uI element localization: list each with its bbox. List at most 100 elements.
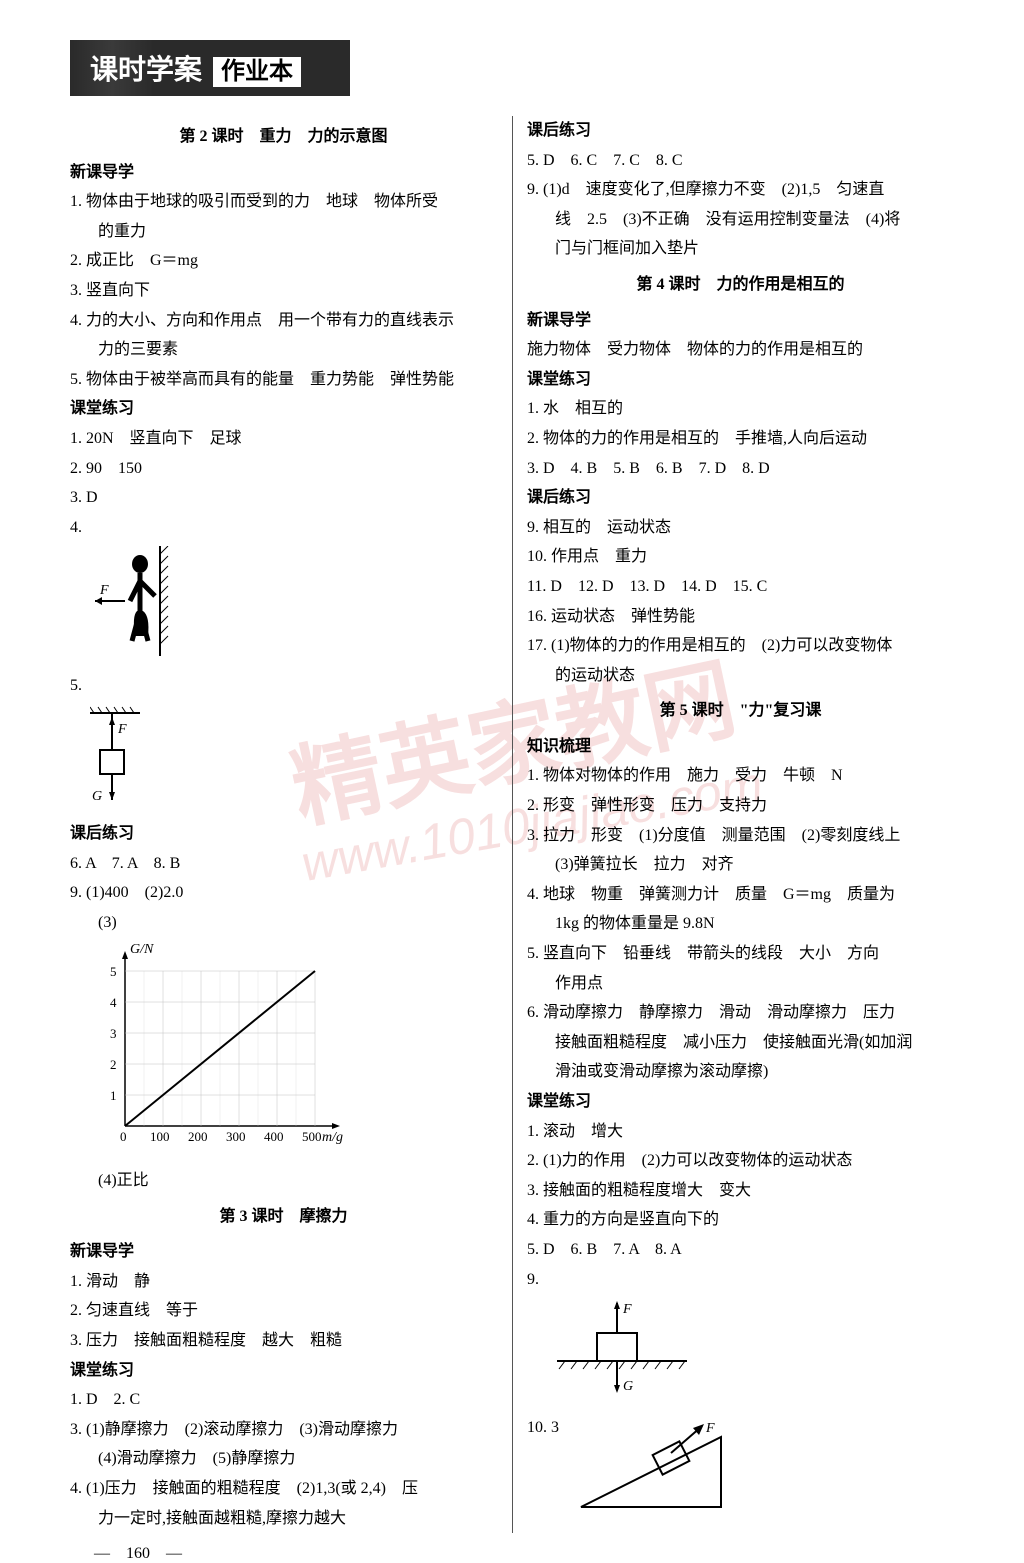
yt5: 5 (110, 964, 117, 979)
xt3: 300 (226, 1129, 246, 1144)
p4: 4. 重力的方向是竖直向下的 (527, 1205, 954, 1235)
lesson3-title: 第 3 课时 摩擦力 (70, 1202, 497, 1232)
sec-after: 课后练习 (70, 819, 497, 849)
k3b: (3)弹簧拉长 拉力 对齐 (527, 850, 954, 880)
sec-after4: 课后练习 (527, 483, 954, 513)
header-band: 课时学案 作业本 (70, 40, 350, 96)
lesson2-title: 第 2 课时 重力 力的示意图 (70, 122, 497, 152)
c5: 5. (70, 671, 497, 701)
sec-new3: 新课导学 (70, 1237, 497, 1267)
k5: 5. 竖直向下 铅垂线 带箭头的线段 大小 方向 (527, 939, 954, 969)
l4b: 力的三要素 (70, 335, 497, 365)
header-main: 课时学案 (90, 55, 202, 86)
c41: 1. 水 相互的 (527, 394, 954, 424)
r2c: 门与门框间加入垫片 (527, 234, 954, 264)
a42: 10. 作用点 重力 (527, 542, 954, 572)
sec-class5: 课堂练习 (527, 1087, 954, 1117)
lesson5-title: 第 5 课时 "力"复习课 (527, 696, 954, 726)
xt5: 500 (302, 1129, 322, 1144)
k4: 4. 地球 物重 弹簧测力计 质量 G＝mg 质量为 (527, 880, 954, 910)
k2: 2. 形变 弹性形变 压力 支持力 (527, 791, 954, 821)
sec-class4: 课堂练习 (527, 365, 954, 395)
k5b: 作用点 (527, 969, 954, 999)
p5: 5. D 6. B 7. A 8. A (527, 1235, 954, 1265)
c1: 1. 20N 竖直向下 足球 (70, 424, 497, 454)
a3: (3) (70, 908, 497, 938)
k3: 3. 拉力 形变 (1)分度值 测量范围 (2)零刻度线上 (527, 821, 954, 851)
column-divider (512, 116, 513, 1533)
r2: 9. (1)d 速度变化了,但摩擦力不变 (2)1,5 匀速直 (527, 175, 954, 205)
a45b: 的运动状态 (527, 661, 954, 691)
cc2b: (4)滑动摩擦力 (5)静摩擦力 (70, 1444, 497, 1474)
header-suffix: 作业本 (213, 57, 301, 87)
page-number: — 160 — (70, 1539, 954, 1563)
k6b: 接触面粗糙程度 减小压力 使接触面光滑(如加润 (527, 1028, 954, 1058)
r1: 5. D 6. C 7. C 8. C (527, 146, 954, 176)
cc3b: 力一定时,接触面越粗糙,摩擦力越大 (70, 1504, 497, 1534)
n3: 3. 压力 接触面粗糙程度 越大 粗糙 (70, 1326, 497, 1356)
p3: 3. 接触面的粗糙程度增大 变大 (527, 1176, 954, 1206)
a1: 6. A 7. A 8. B (70, 849, 497, 879)
figure-person-wall: F (90, 546, 170, 656)
fig5-F: F (117, 722, 127, 737)
figure-block-ground: F G (547, 1298, 697, 1398)
svg-text:F: F (99, 583, 109, 598)
graph-ylabel: G/N (130, 942, 154, 957)
xt1: 100 (150, 1129, 170, 1144)
content-columns: 第 2 课时 重力 力的示意图 新课导学 1. 物体由于地球的吸引而受到的力 地… (70, 116, 954, 1533)
sec-know: 知识梳理 (527, 732, 954, 762)
fig9-G: G (623, 1379, 633, 1394)
a4: (4)正比 (70, 1166, 497, 1196)
p10: 10. 3 (527, 1413, 559, 1443)
fig10-F: F (705, 1421, 715, 1436)
sec-class: 课堂练习 (70, 394, 497, 424)
xt0: 0 (120, 1129, 127, 1144)
yt4: 4 (110, 995, 117, 1010)
yt3: 3 (110, 1026, 117, 1041)
l1: 1. 物体由于地球的吸引而受到的力 地球 物体所受 (70, 187, 497, 217)
right-column: 课后练习 5. D 6. C 7. C 8. C 9. (1)d 速度变化了,但… (527, 116, 954, 1533)
figure-incline: F (571, 1417, 741, 1517)
a41: 9. 相互的 运动状态 (527, 513, 954, 543)
k1: 1. 物体对物体的作用 施力 受力 牛顿 N (527, 761, 954, 791)
figure-graph: G/N 5 4 3 2 1 0 (90, 941, 350, 1151)
c3: 3. D (70, 483, 497, 513)
a44: 16. 运动状态 弹性势能 (527, 602, 954, 632)
cc2: 3. (1)静摩擦力 (2)滚动摩擦力 (3)滑动摩擦力 (70, 1415, 497, 1445)
l1b: 的重力 (70, 217, 497, 247)
n4: 施力物体 受力物体 物体的力的作用是相互的 (527, 335, 954, 365)
k4b: 1kg 的物体重量是 9.8N (527, 909, 954, 939)
n1: 1. 滑动 静 (70, 1267, 497, 1297)
p9: 9. (527, 1265, 954, 1295)
k6: 6. 滑动摩擦力 静摩擦力 滑动 滑动摩擦力 压力 (527, 998, 954, 1028)
cc3: 4. (1)压力 接触面的粗糙程度 (2)1,3(或 2,4) 压 (70, 1474, 497, 1504)
l3: 3. 竖直向下 (70, 276, 497, 306)
l2: 2. 成正比 G＝mg (70, 246, 497, 276)
sec-after-r: 课后练习 (527, 116, 954, 146)
p1: 1. 滚动 增大 (527, 1117, 954, 1147)
c42: 2. 物体的力的作用是相互的 手推墙,人向后运动 (527, 424, 954, 454)
p2: 2. (1)力的作用 (2)力可以改变物体的运动状态 (527, 1146, 954, 1176)
a43: 11. D 12. D 13. D 14. D 15. C (527, 572, 954, 602)
sec-class3: 课堂练习 (70, 1356, 497, 1386)
l5: 5. 物体由于被举高而具有的能量 重力势能 弹性势能 (70, 365, 497, 395)
k6c: 滑油或变滑动摩擦为滚动摩擦) (527, 1057, 954, 1087)
xt4: 400 (264, 1129, 284, 1144)
l4: 4. 力的大小、方向和作用点 用一个带有力的直线表示 (70, 306, 497, 336)
fig9-F: F (622, 1302, 632, 1317)
r2b: 线 2.5 (3)不正确 没有运用控制变量法 (4)将 (527, 205, 954, 235)
left-column: 第 2 课时 重力 力的示意图 新课导学 1. 物体由于地球的吸引而受到的力 地… (70, 116, 497, 1533)
yt1: 1 (110, 1088, 117, 1103)
graph-xlabel: m/g (322, 1130, 343, 1145)
sec-new: 新课导学 (70, 158, 497, 188)
cc1: 1. D 2. C (70, 1385, 497, 1415)
xt2: 200 (188, 1129, 208, 1144)
a2: 9. (1)400 (2)2.0 (70, 878, 497, 908)
figure-box-forces: F G (90, 705, 150, 805)
lesson4-title: 第 4 课时 力的作用是相互的 (527, 270, 954, 300)
fig5-G: G (92, 789, 102, 804)
n2: 2. 匀速直线 等于 (70, 1296, 497, 1326)
c4: 4. (70, 513, 497, 543)
c43: 3. D 4. B 5. B 6. B 7. D 8. D (527, 454, 954, 484)
sec-new4: 新课导学 (527, 306, 954, 336)
